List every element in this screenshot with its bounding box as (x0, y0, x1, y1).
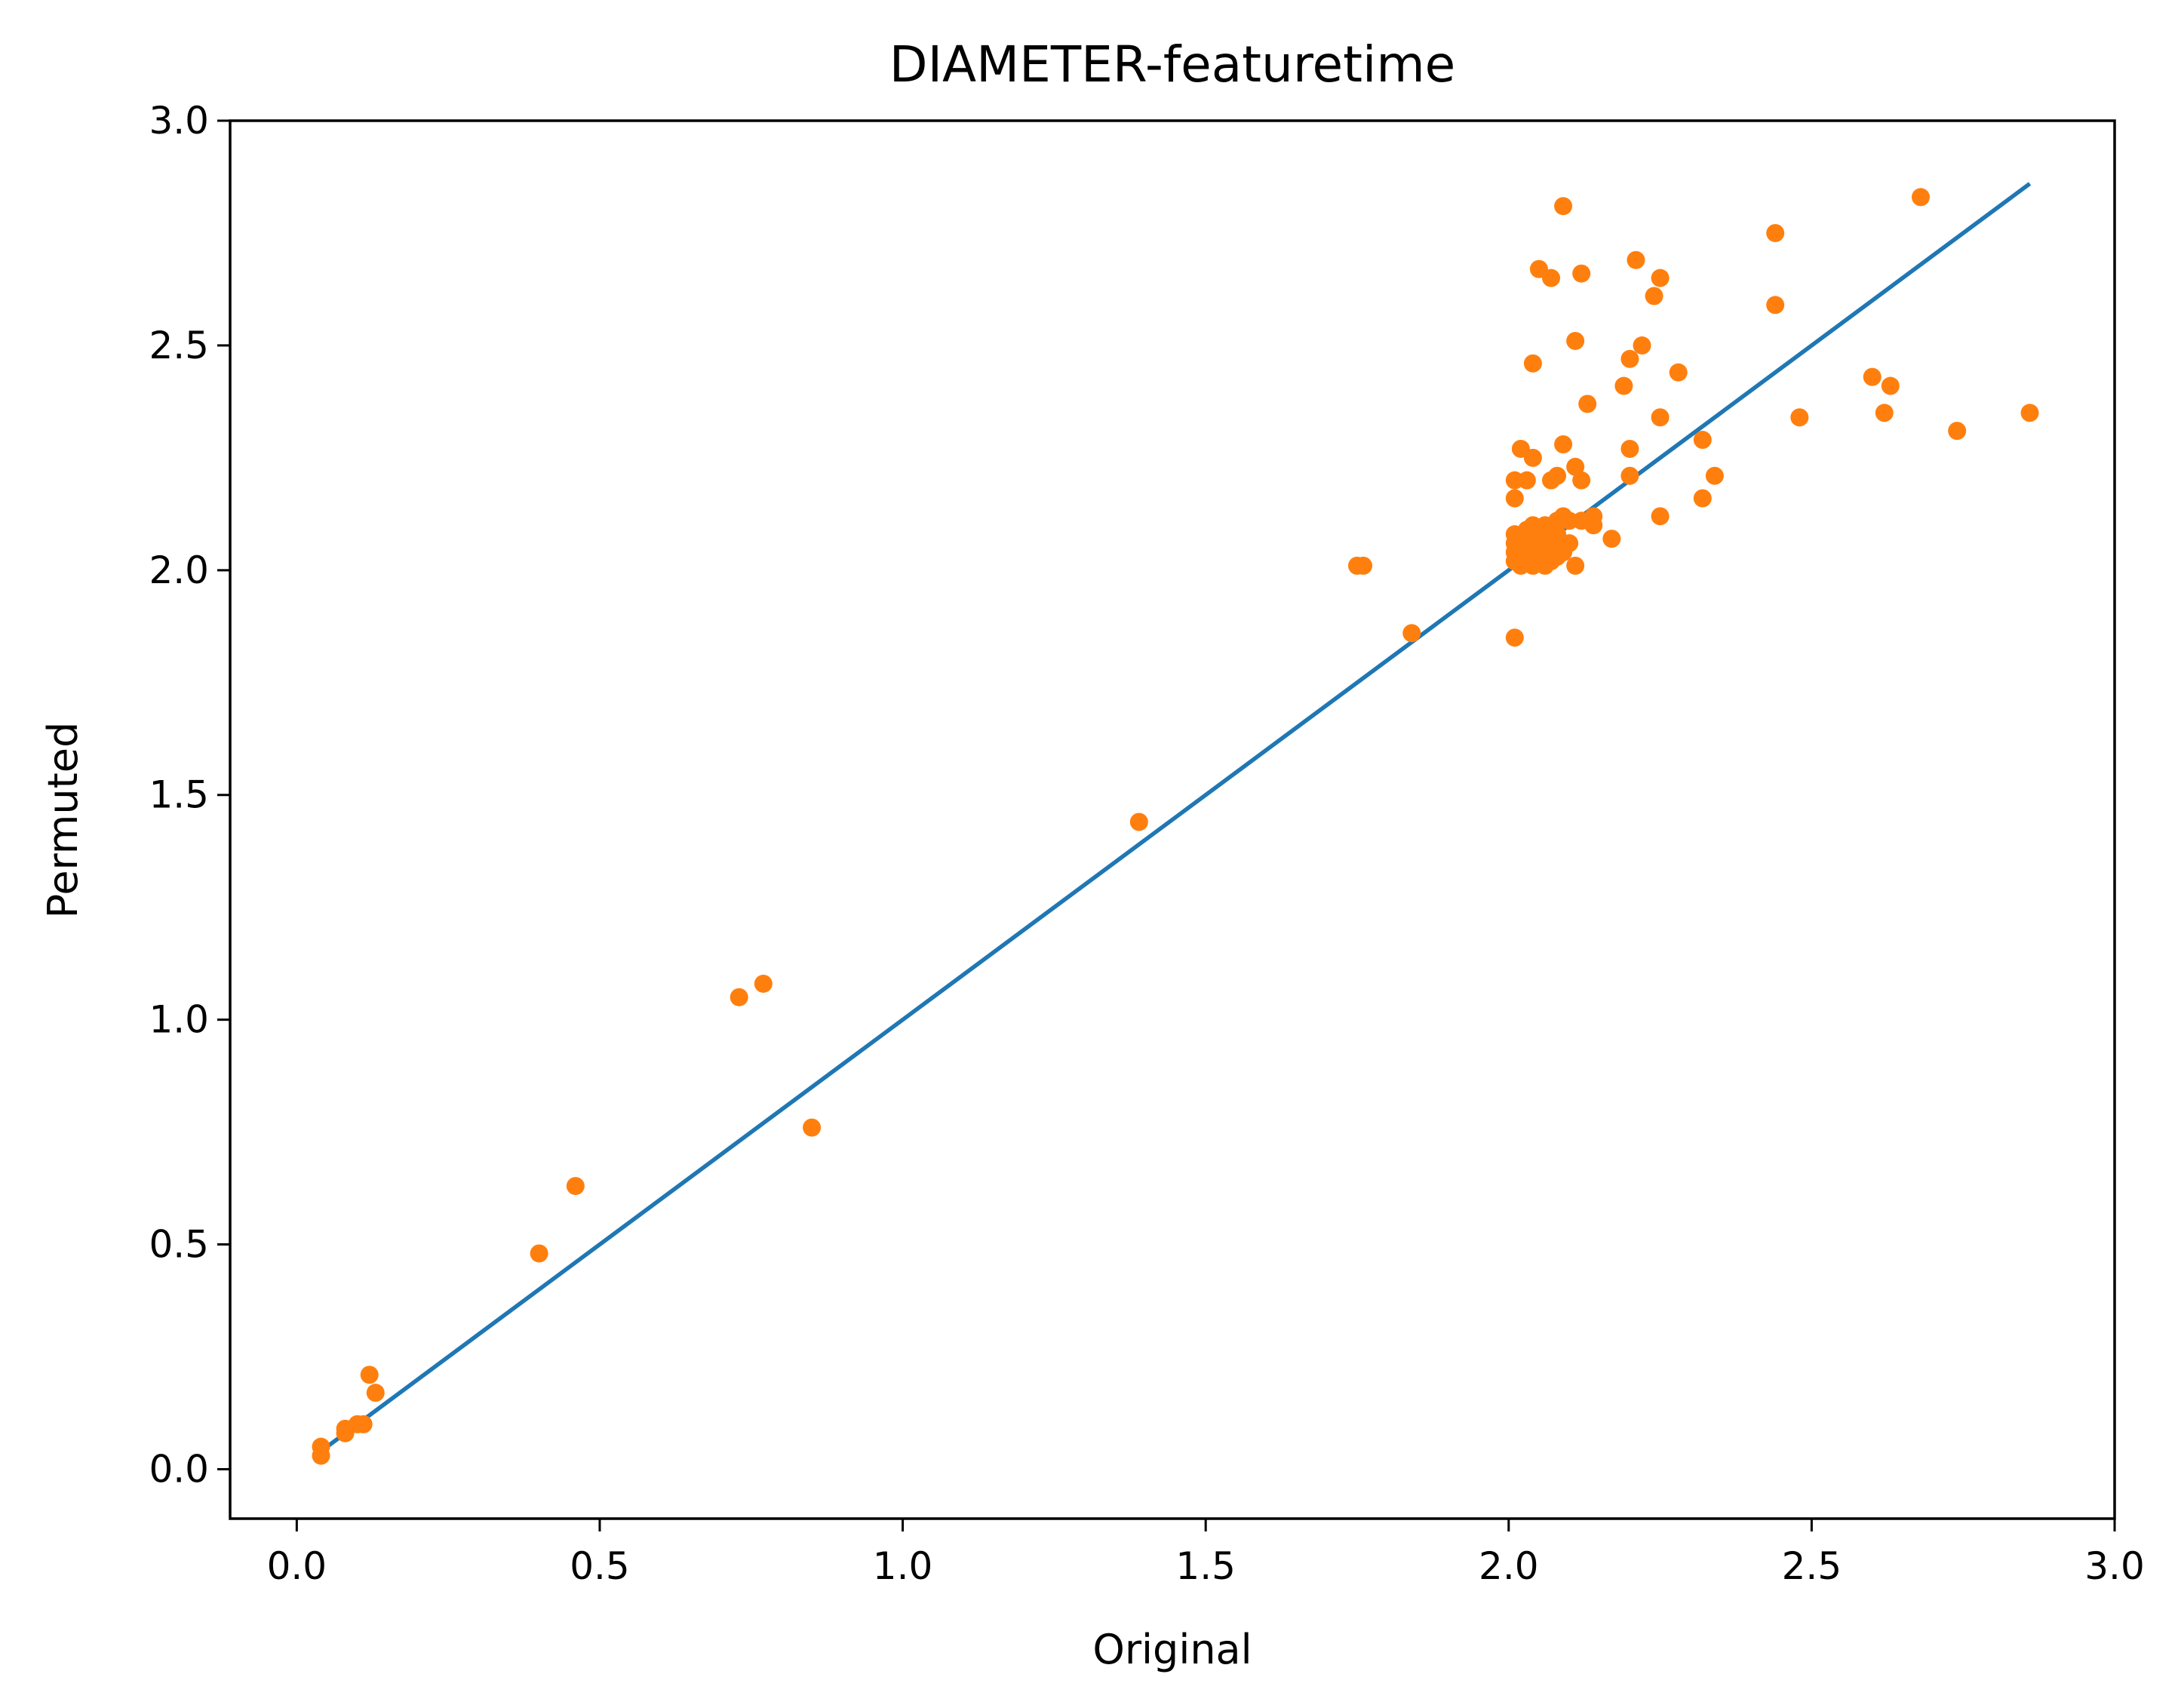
data-point (2020, 404, 2039, 422)
scatter-points (312, 188, 2039, 1465)
y-tick-label: 1.5 (149, 773, 209, 817)
data-point (1572, 264, 1591, 283)
data-point (1766, 296, 1785, 315)
y-axis: 0.0 0.5 1.0 1.5 2.0 2.5 3.0 (149, 99, 230, 1491)
y-tick-label: 1.0 (149, 998, 209, 1042)
data-point (354, 1415, 373, 1433)
data-point (1523, 354, 1542, 373)
x-tick-label: 2.0 (1479, 1544, 1539, 1588)
x-tick-label: 1.0 (873, 1544, 933, 1588)
x-tick-label: 2.5 (1782, 1544, 1842, 1588)
data-point (1602, 530, 1621, 548)
data-point (1566, 556, 1585, 575)
data-point (1651, 408, 1670, 427)
data-point (312, 1446, 330, 1465)
data-point (1911, 188, 1930, 207)
x-axis: 0.0 0.5 1.0 1.5 2.0 2.5 3.0 (267, 1519, 2145, 1588)
data-point (1505, 628, 1524, 647)
data-point (1633, 336, 1651, 355)
data-point (1402, 624, 1421, 643)
y-tick-label: 0.5 (149, 1223, 209, 1267)
x-axis-label: Original (1092, 1626, 1252, 1673)
data-point (1669, 363, 1688, 382)
data-point (1566, 457, 1585, 476)
data-point (1620, 466, 1639, 485)
y-tick-label: 2.5 (149, 324, 209, 367)
data-point (360, 1365, 379, 1384)
data-point (1766, 223, 1785, 242)
data-point (1948, 422, 1967, 441)
data-point (1572, 471, 1591, 490)
data-point (1129, 813, 1148, 831)
x-tick-label: 3.0 (2084, 1544, 2145, 1588)
reference-line (313, 182, 2032, 1458)
data-point (754, 974, 773, 993)
data-point (1620, 439, 1639, 458)
y-tick-label: 0.0 (149, 1447, 209, 1491)
data-point (530, 1244, 548, 1263)
data-point (1505, 489, 1524, 508)
data-point (1548, 466, 1567, 485)
data-point (1863, 367, 1882, 386)
data-point (803, 1118, 822, 1137)
chart-title: DIAMETER-featuretime (889, 35, 1456, 94)
identity-line (313, 182, 2032, 1458)
data-point (1881, 376, 1900, 395)
data-point (1566, 331, 1585, 350)
data-point (1614, 376, 1633, 395)
data-point (1875, 404, 1894, 422)
data-point (1620, 349, 1639, 368)
data-point (1693, 489, 1712, 508)
data-point (1554, 435, 1573, 453)
data-point (366, 1384, 385, 1402)
data-point (1517, 471, 1536, 490)
data-point (1584, 507, 1603, 526)
y-axis-label: Permuted (39, 722, 87, 919)
data-point (1645, 287, 1663, 306)
data-point (1790, 408, 1809, 427)
data-point (1705, 466, 1724, 485)
data-point (1523, 448, 1542, 467)
x-tick-label: 0.5 (570, 1544, 630, 1588)
data-point (1560, 534, 1579, 553)
data-point (1578, 395, 1597, 413)
data-point (1354, 556, 1373, 575)
data-point (566, 1177, 585, 1196)
data-point (1627, 250, 1645, 269)
data-point (1651, 269, 1670, 287)
data-point (1554, 197, 1573, 216)
data-point (1651, 507, 1670, 526)
y-tick-label: 2.0 (149, 548, 209, 592)
y-tick-label: 3.0 (149, 99, 209, 143)
x-tick-label: 1.5 (1175, 1544, 1236, 1588)
data-point (730, 988, 748, 1006)
data-point (1542, 269, 1561, 287)
data-point (1693, 431, 1712, 450)
plot-frame (229, 119, 2116, 1520)
x-tick-label: 0.0 (267, 1544, 327, 1588)
